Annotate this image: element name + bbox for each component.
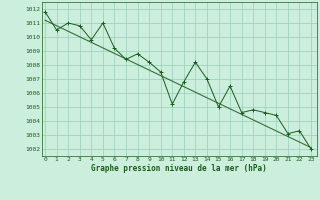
X-axis label: Graphe pression niveau de la mer (hPa): Graphe pression niveau de la mer (hPa)	[91, 164, 267, 173]
